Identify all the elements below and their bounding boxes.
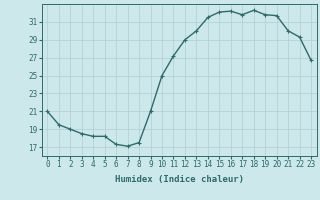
X-axis label: Humidex (Indice chaleur): Humidex (Indice chaleur) xyxy=(115,175,244,184)
